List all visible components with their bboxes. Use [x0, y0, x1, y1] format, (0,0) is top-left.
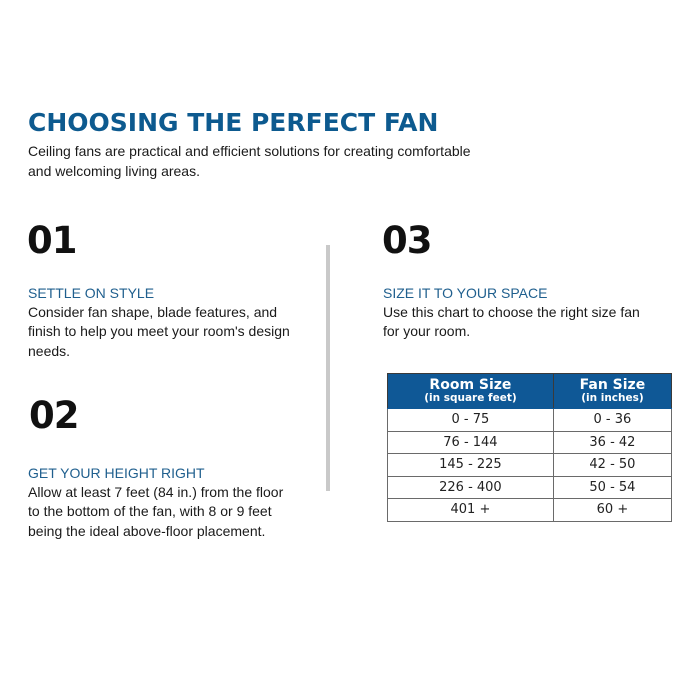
step-3-number: 03 — [382, 219, 432, 262]
table-row: 226 - 400 50 - 54 — [387, 475, 673, 499]
page-title: CHOOSING THE PERFECT FAN — [28, 108, 439, 137]
fan-size-cell: 36 - 42 — [552, 430, 673, 454]
step-1-number: 01 — [27, 219, 77, 262]
fan-size-table: Room Size (in square feet) Fan Size (in in… — [387, 373, 673, 522]
step-1-heading: SETTLE ON STYLE — [28, 285, 155, 301]
fan-size-cell: 0 - 36 — [552, 408, 673, 432]
fan-size-cell: 42 - 50 — [552, 453, 673, 477]
column-label: Fan Size — [579, 377, 646, 393]
table-row: 0 - 75 0 - 36 — [387, 408, 673, 432]
step-3-heading: SIZE IT TO YOUR SPACE — [383, 285, 548, 301]
step-3-text: Use this chart to choose the right size … — [383, 304, 640, 340]
intro-text: Ceiling fans are practical and efficient… — [28, 143, 471, 179]
fan-size-cell: 50 - 54 — [552, 475, 673, 499]
table-header-row: Room Size (in square feet) Fan Size (in in… — [387, 373, 673, 409]
step-2-number: 02 — [29, 394, 79, 437]
room-size-cell: 0 - 75 — [387, 408, 554, 432]
fan-size-cell: 60 + — [552, 498, 673, 522]
column-header-fan-size: Fan Size (in inches) — [552, 373, 673, 409]
table-row: 145 - 225 42 - 50 — [387, 453, 673, 477]
room-size-cell: 145 - 225 — [387, 453, 554, 477]
table-row: 401 +60 + — [387, 498, 673, 522]
room-size-cell: 226 - 400 — [387, 475, 554, 499]
step-2-heading: GET YOUR HEIGHT RIGHT — [28, 465, 205, 481]
room-size-cell: 401 + — [387, 498, 554, 522]
table-row: 76 - 144 36 - 42 — [387, 430, 673, 454]
column-header-room-size: Room Size (in square feet) — [387, 373, 554, 409]
column-sublabel: (in square feet) — [424, 392, 517, 404]
step-2-text: Allow at least 7 feet (84 in.) from the … — [28, 484, 284, 539]
column-divider — [326, 245, 330, 491]
step-1-text: Consider fan shape, blade features, and … — [28, 304, 290, 359]
room-size-cell: 76 - 144 — [387, 430, 554, 454]
column-label: Room Size — [429, 377, 512, 393]
column-sublabel: (in inches) — [581, 392, 644, 404]
